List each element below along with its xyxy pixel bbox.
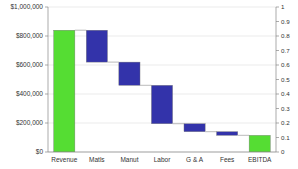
tick-label: 0.8: [281, 32, 290, 39]
tick-mark: [45, 123, 48, 124]
y2-axis: [276, 7, 277, 152]
grid-line: [48, 36, 276, 37]
tick-mark: [45, 65, 48, 66]
grid-line: [48, 7, 276, 8]
tick-label: $1,000,000: [10, 3, 43, 10]
tick-label: 0.3: [281, 105, 290, 112]
tick-label: $800,000: [16, 32, 43, 39]
tick-mark: [45, 7, 48, 8]
connector: [205, 131, 216, 132]
tick-mark: [276, 137, 279, 138]
tick-mark: [276, 36, 279, 37]
category-label: Labor: [154, 156, 171, 163]
plot-area: [54, 30, 271, 152]
tick-label: $400,000: [16, 90, 43, 97]
tick-mark: [276, 152, 279, 153]
tick-label: 0.7: [281, 47, 290, 54]
category-label: Matls: [89, 156, 105, 163]
bar: [217, 132, 238, 136]
tick-label: 0.9: [281, 18, 290, 25]
tick-label: 0.4: [281, 90, 290, 97]
tick-label: $600,000: [16, 61, 43, 68]
tick-mark: [45, 36, 48, 37]
grid: [48, 7, 276, 152]
tick-label: 0: [281, 148, 285, 155]
bar: [119, 62, 140, 85]
bar: [151, 85, 172, 123]
tick-mark: [276, 79, 279, 80]
tick-mark: [45, 94, 48, 95]
tick-mark: [276, 94, 279, 95]
tick-label: 0.5: [281, 76, 290, 83]
tick-label: 1: [281, 3, 285, 10]
tick-label: 0.6: [281, 61, 290, 68]
tick-mark: [45, 152, 48, 153]
grid-line: [48, 65, 276, 66]
tick-mark: [276, 123, 279, 124]
y-axis: [48, 7, 49, 152]
tick-mark: [276, 7, 279, 8]
tick-mark: [276, 21, 279, 22]
x-axis: [48, 152, 276, 153]
tick-label: $200,000: [16, 119, 43, 126]
category-label: G & A: [186, 156, 204, 163]
tick-mark: [276, 50, 279, 51]
connector: [238, 135, 249, 136]
bar: [86, 30, 107, 62]
chart: $0 $200,000 $400,000 $600,000 $800,000 $1,000…: [0, 0, 298, 169]
tick-mark: [276, 65, 279, 66]
category-label: EBITDA: [248, 156, 272, 163]
tick-label: $0: [36, 148, 44, 155]
category-label: Fees: [220, 156, 235, 163]
category-label: Manut: [120, 156, 138, 163]
connector: [75, 30, 86, 31]
bar: [54, 30, 75, 152]
category-label: Revenue: [51, 156, 77, 163]
connector: [173, 123, 184, 124]
bar: [249, 135, 270, 152]
connector: [140, 85, 151, 86]
grid-line: [48, 152, 276, 153]
tick-mark: [276, 108, 279, 109]
bar: [184, 124, 205, 132]
connector: [107, 62, 118, 63]
tick-label: 0.1: [281, 134, 290, 141]
tick-label: 0.2: [281, 119, 290, 126]
